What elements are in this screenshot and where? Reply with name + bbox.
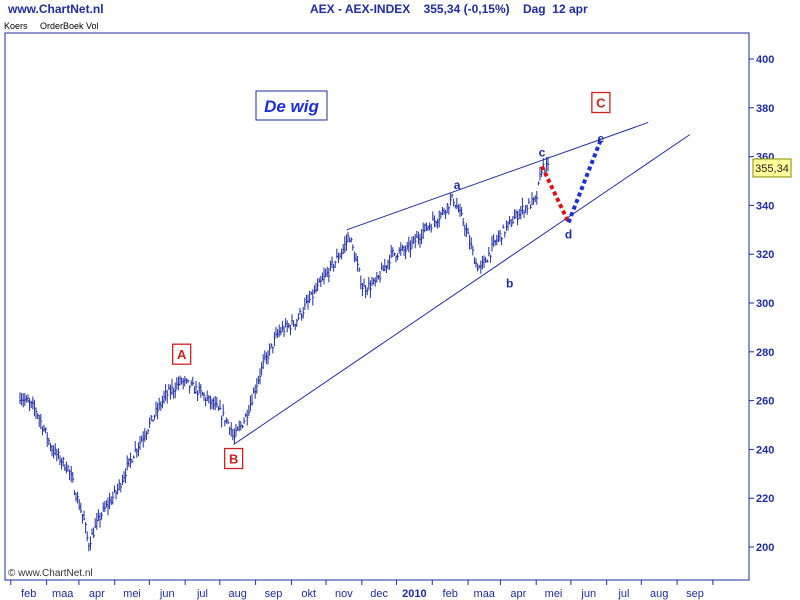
x-tick-label: apr	[510, 588, 526, 600]
copyright-notice: © www.ChartNet.nl	[8, 568, 93, 579]
x-tick-label: aug	[650, 588, 668, 600]
title-box	[255, 90, 328, 121]
x-tick-label: aug	[229, 588, 247, 600]
y-tick-label: 260	[756, 396, 774, 408]
tab-koers[interactable]: Koers	[4, 21, 28, 31]
x-tick-label: maa	[474, 588, 496, 600]
x-tick-label: okt	[301, 588, 316, 600]
wave-box-label-A: A	[177, 347, 187, 362]
wave-box-B	[224, 447, 244, 470]
x-tick-label: dec	[370, 588, 388, 600]
wave-box-label-B: B	[229, 452, 238, 467]
x-tick-label: 2010	[402, 588, 426, 600]
tab-orderboek-vol[interactable]: OrderBoek Vol	[40, 21, 99, 31]
x-tick-label: sep	[265, 588, 283, 600]
x-tick-label: mei	[123, 588, 141, 600]
x-tick-label: nov	[335, 588, 353, 600]
wave-label-b: b	[506, 277, 513, 291]
y-tick-label: 320	[756, 249, 774, 261]
last-value-box	[752, 158, 792, 178]
trendline-lower	[233, 134, 691, 445]
y-tick-label: 400	[756, 54, 774, 66]
wave-box-C	[591, 91, 611, 114]
header-bar: www.ChartNet.nl AEX - AEX-INDEX 355,34 (…	[0, 0, 800, 20]
x-tick-label: jul	[196, 588, 208, 600]
x-tick-label: apr	[89, 588, 105, 600]
y-tick-label: 240	[756, 444, 774, 456]
wave-label-e: e	[598, 132, 605, 146]
y-tick-label: 380	[756, 103, 774, 115]
y-tick-label: 200	[756, 542, 774, 554]
chart-title: De wig	[264, 97, 319, 116]
projection-blue	[566, 138, 603, 224]
y-tick-label: 300	[756, 298, 774, 310]
y-tick-label: 340	[756, 200, 774, 212]
x-tick-label: jun	[159, 588, 175, 600]
wave-box-label-C: C	[596, 96, 606, 111]
x-tick-label: maa	[52, 588, 74, 600]
quote-title: AEX - AEX-INDEX 355,34 (-0,15%) Dag 12 a…	[310, 2, 588, 16]
site-name[interactable]: www.ChartNet.nl	[8, 2, 104, 16]
wave-label-c: c	[539, 145, 546, 159]
plot-frame	[4, 32, 750, 581]
last-value-label: 355,34	[755, 163, 789, 175]
projection-red	[540, 165, 571, 224]
wave-label-d: d	[565, 227, 572, 241]
x-tick-label: sep	[686, 588, 704, 600]
wave-label-a: a	[454, 178, 461, 192]
y-tick-label: 280	[756, 347, 774, 359]
x-tick-label: feb	[21, 588, 36, 600]
x-tick-label: feb	[443, 588, 458, 600]
x-tick-label: mei	[545, 588, 563, 600]
y-tick-label: 220	[756, 493, 774, 505]
x-tick-label: jun	[580, 588, 596, 600]
chart-tabs: Koers OrderBoek Vol	[4, 21, 109, 31]
x-tick-label: jul	[617, 588, 629, 600]
wave-box-A	[172, 343, 192, 365]
trendline-upper	[346, 121, 649, 231]
